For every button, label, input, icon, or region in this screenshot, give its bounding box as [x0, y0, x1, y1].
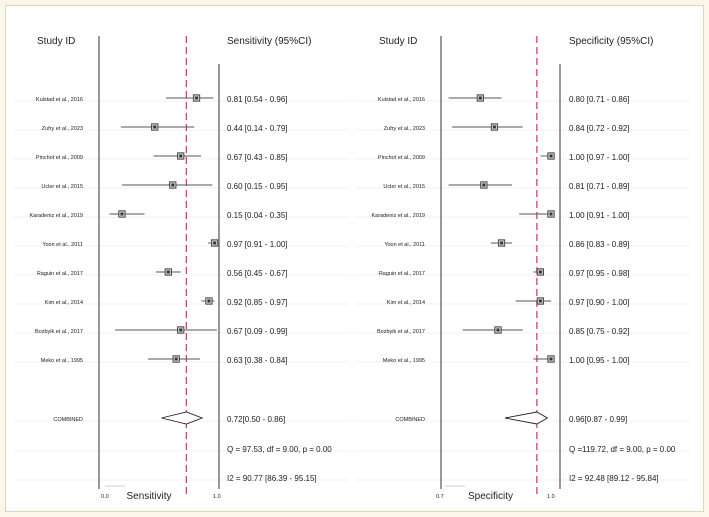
sensitivity-study-label: Kim et al., 2014: [45, 300, 83, 306]
specificity-value-label: 0.84 [0.72 - 0.92]: [569, 124, 630, 133]
specificity-point-estimate: [549, 154, 553, 158]
sensitivity-study-id-header: Study ID: [37, 36, 75, 47]
specificity-point-estimate: [500, 241, 503, 245]
sensitivity-study-label: Raguin et al., 2017: [37, 271, 83, 277]
sensitivity-study-label: Ucler et al., 2015: [41, 184, 83, 190]
specificity-value-label: 0.80 [0.71 - 0.86]: [569, 95, 630, 104]
specificity-value-label: 0.97 [0.90 - 1.00]: [569, 298, 630, 307]
sensitivity-point-estimate: [213, 241, 217, 245]
specificity-point-estimate: [478, 96, 482, 100]
sensitivity-combined-label: COMBINED: [53, 417, 83, 423]
specificity-point-estimate: [482, 183, 486, 187]
specificity-study-label: Meko et al., 1995: [383, 358, 425, 364]
sensitivity-value-label: 0.81 [0.54 - 0.96]: [227, 95, 288, 104]
specificity-point-estimate: [549, 212, 553, 216]
sensitivity-value-label: 0.15 [0.04 - 0.35]: [227, 211, 288, 220]
sensitivity-combined-value: 0.72[0.50 - 0.86]: [227, 415, 285, 424]
specificity-value-label: 1.00 [0.97 - 1.00]: [569, 153, 630, 162]
specificity-point-estimate: [549, 357, 553, 361]
specificity-study-label: Kim et al., 2014: [387, 300, 425, 306]
specificity-value-label: 0.81 [0.71 - 0.89]: [569, 182, 630, 191]
specificity-study-label: Yoon et al., 2011: [384, 242, 425, 248]
specificity-study-label: Zufry et al., 2023: [384, 126, 425, 132]
specificity-tick-label-max: 1.0: [547, 494, 555, 500]
sensitivity-value-label: 0.92 [0.85 - 0.97]: [227, 298, 288, 307]
specificity-value-label: 1.00 [0.91 - 1.00]: [569, 211, 630, 220]
sensitivity-point-estimate: [120, 212, 124, 216]
specificity-study-label: Bozbyik et al., 2017: [377, 329, 425, 335]
sensitivity-q-statistic: Q = 97.53, df = 9.00, p = 0.00: [227, 445, 332, 454]
sensitivity-combined-diamond: [161, 411, 204, 425]
specificity-study-label: Karadeniz et al., 2019: [371, 213, 425, 219]
sensitivity-value-label: 0.97 [0.91 - 1.00]: [227, 240, 288, 249]
sensitivity-tick-label-max: 1.0: [213, 494, 221, 500]
specificity-x-axis-label: Specificity: [468, 491, 513, 502]
sensitivity-point-estimate: [179, 328, 183, 332]
specificity-value-label: 0.97 [0.95 - 0.98]: [569, 269, 630, 278]
specificity-value-label: 1.00 [0.95 - 1.00]: [569, 356, 630, 365]
sensitivity-x-axis-label: Sensitivity: [126, 491, 171, 502]
sensitivity-study-label: Pinchot et al., 2009: [36, 155, 83, 161]
figure-frame: Study ID Sensitivity (95%CI) Kulstad et al…: [5, 5, 704, 512]
sensitivity-study-label: Bozbyik et al., 2017: [35, 329, 83, 335]
sensitivity-study-label: Yoon et al., 2011: [42, 242, 83, 248]
sensitivity-point-estimate: [207, 299, 211, 303]
specificity-point-estimate: [493, 125, 496, 129]
specificity-study-label: Raguin et al., 2017: [379, 271, 425, 277]
specificity-value-header: Specificity (95%CI): [569, 36, 653, 47]
specificity-value-label: 0.85 [0.75 - 0.92]: [569, 327, 630, 336]
specificity-i2-statistic: I2 = 92.48 [89.12 - 95.84]: [569, 474, 659, 483]
specificity-point-estimate: [539, 299, 542, 303]
sensitivity-value-label: 0.67 [0.43 - 0.85]: [227, 153, 288, 162]
specificity-point-estimate: [496, 328, 500, 332]
sensitivity-point-estimate: [171, 183, 175, 187]
sensitivity-point-estimate: [153, 125, 157, 129]
sensitivity-study-label: Karadeniz et al., 2019: [29, 213, 83, 219]
sensitivity-study-label: Zufry et al., 2023: [42, 126, 83, 132]
sensitivity-tick-label-min: 0.0: [101, 494, 109, 500]
sensitivity-study-label: Kulstad et al., 2016: [36, 97, 83, 103]
sensitivity-study-label: Meko et al., 1995: [41, 358, 83, 364]
specificity-combined-diamond: [504, 411, 549, 425]
sensitivity-i2-statistic: I2 = 90.77 [86.39 - 95.15]: [227, 474, 317, 483]
specificity-point-estimate: [539, 270, 542, 274]
sensitivity-value-label: 0.67 [0.09 - 0.99]: [227, 327, 288, 336]
sensitivity-value-header: Sensitivity (95%CI): [227, 36, 311, 47]
specificity-value-label: 0.86 [0.83 - 0.89]: [569, 240, 630, 249]
specificity-study-label: Pinchot et al., 2009: [378, 155, 425, 161]
specificity-study-label: Ucler et al., 2015: [383, 184, 425, 190]
sensitivity-point-estimate: [174, 357, 178, 361]
sensitivity-value-label: 0.44 [0.14 - 0.79]: [227, 124, 288, 133]
sensitivity-point-estimate: [166, 270, 170, 274]
specificity-study-label: Kulstad et al., 2016: [378, 97, 425, 103]
sensitivity-value-label: 0.60 [0.15 - 0.95]: [227, 182, 288, 191]
sensitivity-point-estimate: [179, 154, 183, 158]
sensitivity-value-label: 0.63 [0.38 - 0.84]: [227, 356, 288, 365]
specificity-combined-label: COMBINED: [395, 417, 425, 423]
specificity-study-id-header: Study ID: [379, 36, 417, 47]
specificity-q-statistic: Q =119.72, df = 9.00, p = 0.00: [569, 445, 676, 454]
specificity-tick-label-min: 0.7: [436, 494, 444, 500]
sensitivity-value-label: 0.56 [0.45 - 0.67]: [227, 269, 288, 278]
forest-plot-figure: Study ID Sensitivity (95%CI) Kulstad et al…: [13, 36, 690, 502]
specificity-combined-value: 0.96[0.87 - 0.99]: [569, 415, 627, 424]
sensitivity-point-estimate: [195, 96, 198, 100]
